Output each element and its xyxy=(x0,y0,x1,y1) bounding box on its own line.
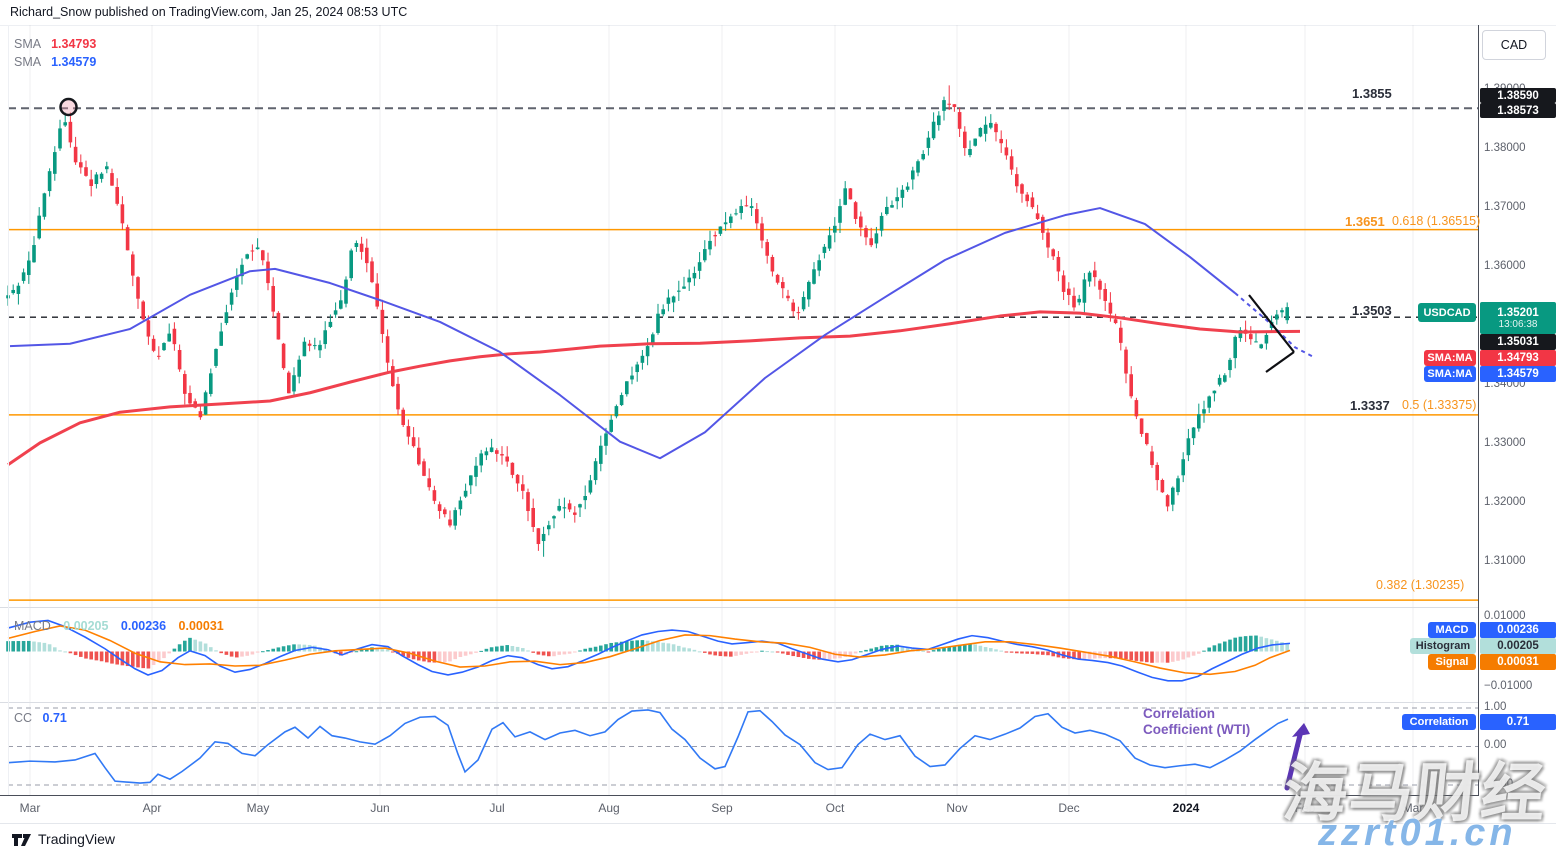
time-axis-label[interactable]: Feb xyxy=(1294,801,1316,815)
price-axis-tick: 1.36000 xyxy=(1484,260,1526,272)
price-axis-tick: 1.33000 xyxy=(1484,437,1526,449)
macd-hist-value: 0.00205 xyxy=(63,619,109,633)
price-axis-border xyxy=(1478,25,1479,796)
watermark-url: zzrt01.cn xyxy=(1318,812,1517,854)
series-tag: SMA:MA xyxy=(1424,350,1476,366)
time-axis-label[interactable]: Apr xyxy=(142,801,162,815)
macd-legend[interactable]: MACD 0.00205 0.00236 0.00031 xyxy=(14,617,224,635)
time-axis-label[interactable]: Mar xyxy=(1402,801,1424,815)
pane-separator-cc[interactable] xyxy=(0,702,1478,703)
time-axis-label[interactable]: Jun xyxy=(370,801,390,815)
price-axis-badge: 1.34579 xyxy=(1480,366,1556,382)
chart-plot-area[interactable] xyxy=(0,25,1556,823)
price-axis-tick: 1.38000 xyxy=(1484,142,1526,154)
price-legend-row[interactable]: SMA 1.34793 xyxy=(14,35,96,53)
cc-axis-tick: 0.00 xyxy=(1484,739,1507,751)
time-axis-label[interactable]: 2024 xyxy=(1172,801,1200,815)
cc-legend[interactable]: CC 0.71 xyxy=(14,709,67,727)
time-axis-label[interactable]: Dec xyxy=(1058,801,1080,815)
macd-tag: Signal xyxy=(1428,654,1476,670)
macd-axis-badge: 0.00031 xyxy=(1480,654,1556,670)
time-axis-label[interactable]: Nov xyxy=(946,801,968,815)
time-axis-label[interactable]: Mar xyxy=(19,801,41,815)
level-label: 1.3503 xyxy=(1352,303,1392,318)
cc-annotation-line1: Correlation xyxy=(1143,706,1216,721)
price-axis-tick: 1.32000 xyxy=(1484,496,1526,508)
time-axis-label[interactable]: Sep xyxy=(711,801,733,815)
price-axis-badge: 1.34793 xyxy=(1480,350,1556,366)
cc-tag: Correlation xyxy=(1402,714,1476,730)
macd-tag: Histogram xyxy=(1410,638,1476,654)
last-price-time: 13:06:38 xyxy=(1498,318,1538,330)
sma-legend-label: SMA xyxy=(14,55,42,69)
macd-axis-badge: 0.00205 xyxy=(1480,638,1556,654)
header-bar: Richard_Snow published on TradingView.co… xyxy=(0,0,1556,26)
level-label: 1.3337 xyxy=(1350,398,1390,413)
left-plot-border xyxy=(8,25,9,795)
macd-tag: MACD xyxy=(1428,622,1476,638)
chart-canvas xyxy=(6,25,1478,795)
pane-separator-macd[interactable] xyxy=(0,607,1478,608)
price-axis-badge: 1.35031 xyxy=(1480,334,1556,350)
sma-legend-label: SMA xyxy=(14,37,42,51)
tradingview-logo-text[interactable]: TradingView xyxy=(38,831,116,847)
publish-caption: Richard_Snow published on TradingView.co… xyxy=(10,5,408,19)
price-legend-row[interactable]: SMA 1.34579 xyxy=(14,53,96,71)
time-axis-label[interactable]: Oct xyxy=(825,801,845,815)
macd-signal-value: 0.00031 xyxy=(178,619,224,633)
sma-legend-value: 1.34579 xyxy=(51,55,97,69)
currency-toggle-button[interactable]: CAD xyxy=(1482,30,1546,60)
series-tag: USDCAD xyxy=(1418,303,1476,322)
time-axis-label[interactable]: Aug xyxy=(598,801,620,815)
sma-legend-value: 1.34793 xyxy=(51,37,97,51)
price-axis-tick: 1.31000 xyxy=(1484,555,1526,567)
cc-axis-tick: 1.00 xyxy=(1484,701,1507,713)
cc-value: 0.71 xyxy=(42,711,67,725)
macd-line-value: 0.00236 xyxy=(120,619,167,633)
macd-legend-label: MACD xyxy=(14,619,51,633)
price-axis-badge: 1.38590 xyxy=(1480,88,1556,103)
time-axis-label[interactable]: Jul xyxy=(489,801,505,815)
footer-bar: TradingView xyxy=(0,823,1556,857)
level-label: 0.5 (1.33375) xyxy=(1402,398,1477,412)
cc-annotation-text: Correlation Coefficient (WTI) xyxy=(1143,706,1250,738)
macd-axis-tick: 0.01000 xyxy=(1484,610,1526,622)
level-label: 0.382 (1.30235) xyxy=(1376,578,1465,592)
cc-annotation-line2: Coefficient (WTI) xyxy=(1143,722,1251,737)
cc-axis-badge: 0.71 xyxy=(1480,714,1556,730)
cc-legend-label: CC xyxy=(14,711,33,725)
time-axis-label[interactable]: May xyxy=(246,801,270,815)
level-label: 0.618 (1.36515) xyxy=(1392,214,1481,228)
series-tag: SMA:MA xyxy=(1424,366,1476,382)
macd-axis-tick: −0.01000 xyxy=(1484,680,1533,692)
time-axis-border xyxy=(0,795,1478,796)
level-label: 1.3855 xyxy=(1352,86,1392,101)
price-axis-tick: 1.37000 xyxy=(1484,201,1526,213)
level-label: 1.3651 xyxy=(1345,214,1385,229)
cc-axis-tick: −1.00 xyxy=(1484,778,1514,790)
macd-axis-badge: 0.00236 xyxy=(1480,622,1556,638)
price-axis-badge: 1.38573 xyxy=(1480,103,1556,118)
tradingview-logo-icon[interactable] xyxy=(12,832,32,852)
price-axis-badge: 1.35201 13:06:38 xyxy=(1480,302,1556,334)
